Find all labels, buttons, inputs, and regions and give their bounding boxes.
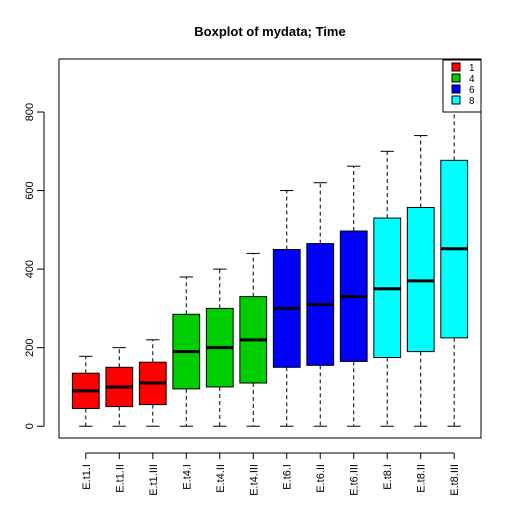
y-tick-label: 600 [24,181,36,199]
box-E.t6.II [306,182,335,427]
legend-label: 4 [469,74,475,85]
x-tick-label: E.t1.I [81,464,93,490]
box-E.t1.II [105,347,134,427]
x-tick-label: E.t1.II [114,464,126,493]
x-tick-label: E.t4.III [248,464,260,496]
legend-swatch [451,62,461,72]
legend-label: 6 [469,85,475,96]
legend-label: 1 [469,63,475,74]
x-tick-label: E.t6.II [315,464,327,493]
x-tick-label: E.t1.III [148,464,160,496]
y-axis: 0 200 400 600 800 [24,103,45,429]
box-E.t6.III [339,165,368,427]
x-tick-label: E.t4.II [215,464,227,493]
chart-title: Boxplot of mydata; Time [194,24,345,39]
legend-swatch [451,84,461,94]
x-tick-label: E.t8.I [382,464,394,490]
box-E.t1.I [71,355,100,427]
x-tick-label: E.t8.III [449,464,461,496]
x-tick-label: E.t6.I [282,464,294,490]
box-E.t4.III [239,252,268,427]
x-tick-label: E.t6.III [349,464,361,496]
boxes-layer [71,72,469,427]
box-E.t1.III [138,339,167,427]
box-E.t6.I [272,190,301,427]
legend-swatch [451,73,461,83]
box-E.t8.II [406,135,435,427]
box-E.t4.I [172,276,201,427]
legend-swatch [451,95,461,105]
box-E.t8.III [440,72,469,427]
x-axis-labels: E.t1.I E.t1.II E.t1.III E.t4.I E.t4.II E.t4.I… [81,452,461,496]
x-tick-label: E.t4.I [181,464,193,490]
legend-frame [442,59,482,113]
box-E.t8.I [373,150,402,427]
legend-label: 8 [469,96,475,107]
box-E.t4.II [205,268,234,427]
x-tick-label: E.t8.II [416,464,428,493]
y-tick-label: 400 [24,260,36,278]
y-tick-label: 200 [24,338,36,356]
plot-frame [58,58,482,439]
y-tick-label: 0 [24,423,36,429]
y-tick-label: 800 [24,103,36,121]
